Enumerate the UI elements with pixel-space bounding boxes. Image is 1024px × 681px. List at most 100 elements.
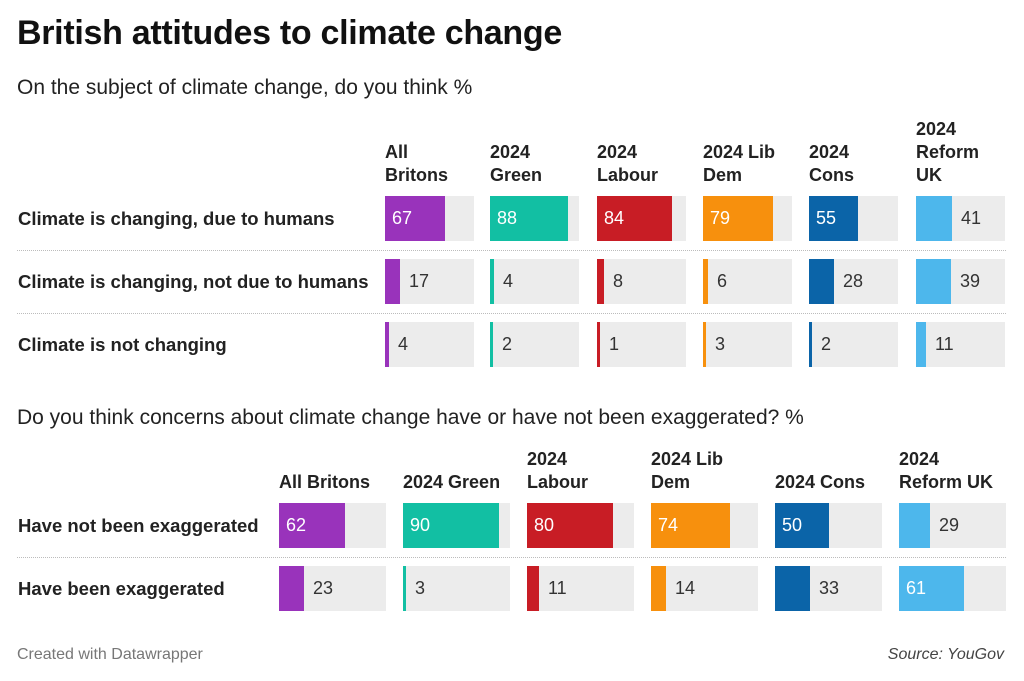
data-label: 6	[717, 271, 728, 291]
bar-track: 55	[809, 196, 898, 241]
row-label-have-been-exaggerated: Have been exaggerated	[18, 577, 225, 599]
bar-track: 11	[916, 322, 1005, 367]
bar-track: 3	[403, 566, 510, 611]
bar-2024-labour-climate-is-not-changing	[597, 322, 600, 367]
data-label: 4	[398, 334, 409, 354]
bar-2024-green-have-not-been-exaggerated	[403, 503, 499, 548]
bar-track: 29	[899, 503, 1006, 548]
bar-2024-reform-uk-climate-is-not-changing	[916, 322, 926, 367]
data-label: 88	[497, 208, 518, 228]
data-label: 62	[286, 515, 307, 535]
bar-track: 4	[385, 322, 474, 367]
bar-2024-cons-climate-is-not-changing	[809, 322, 812, 367]
data-label: 74	[658, 515, 679, 535]
bar-track: 90	[403, 503, 510, 548]
bar-track: 23	[279, 566, 386, 611]
bar-all-britons-have-not-been-exaggerated	[279, 503, 345, 548]
datawrapper-credit: Created with Datawrapper	[17, 646, 203, 663]
bar-2024-reform-uk-have-been-exaggerated	[899, 566, 964, 611]
bar-track: 4	[490, 259, 579, 304]
bar-all-britons-have-been-exaggerated	[279, 566, 304, 611]
row-divider	[17, 557, 1006, 558]
bar-2024-labour-climate-is-changing-not-due-to-humans	[597, 259, 604, 304]
bar-2024-cons-climate-is-changing-not-due-to-humans	[809, 259, 834, 304]
bar-all-britons-climate-is-changing-not-due-to-humans	[385, 259, 400, 304]
bar-2024-labour-climate-is-changing-due-to-humans	[597, 196, 672, 241]
data-label: 79	[710, 208, 731, 228]
bar-2024-reform-uk-climate-is-changing-due-to-humans	[916, 196, 952, 241]
row-divider	[17, 250, 1006, 251]
data-label: 23	[313, 578, 334, 598]
column-header-2024-labour: 2024 Labour	[597, 142, 658, 185]
q2-subtitle: Do you think concerns about climate chan…	[17, 406, 804, 429]
data-label: 8	[613, 271, 624, 291]
source-note: Source: YouGov	[887, 646, 1004, 663]
bar-track: 1	[597, 322, 686, 367]
data-label: 17	[409, 271, 430, 291]
data-label: 33	[819, 578, 840, 598]
data-label: 28	[843, 271, 864, 291]
column-header-2024-reform-uk: 2024 Reform UK	[916, 119, 980, 185]
bar-track: 88	[490, 196, 579, 241]
bar-track: 39	[916, 259, 1005, 304]
bar-track: 80	[527, 503, 634, 548]
column-header-2024-cons: 2024 Cons	[775, 472, 866, 492]
bar-2024-green-climate-is-changing-not-due-to-humans	[490, 259, 494, 304]
bar-track: 17	[385, 259, 474, 304]
data-label: 3	[715, 334, 726, 354]
column-header-2024-cons: 2024 Cons	[809, 142, 854, 185]
data-label: 80	[534, 515, 555, 535]
bar-track: 2	[490, 322, 579, 367]
bar-2024-lib-dem-climate-is-not-changing	[703, 322, 706, 367]
bar-track: 50	[775, 503, 882, 548]
bar-2024-reform-uk-have-not-been-exaggerated	[899, 503, 930, 548]
data-label: 11	[935, 334, 954, 354]
data-label: 2	[502, 334, 513, 354]
data-label: 2	[821, 334, 832, 354]
row-divider	[17, 313, 1006, 314]
bar-2024-cons-have-been-exaggerated	[775, 566, 810, 611]
data-label: 67	[392, 208, 413, 228]
data-label: 50	[782, 515, 803, 535]
row-label-climate-is-changing-due-to-humans: Climate is changing, due to humans	[18, 207, 335, 229]
chart-title: British attitudes to climate change	[17, 14, 562, 52]
bar-track: 74	[651, 503, 758, 548]
bar-track: 11	[527, 566, 634, 611]
column-header-2024-labour: 2024 Labour	[527, 449, 588, 492]
bar-track: 61	[899, 566, 1006, 611]
data-label: 11	[548, 578, 567, 598]
bar-2024-lib-dem-climate-is-changing-due-to-humans	[703, 196, 773, 241]
row-label-have-not-been-exaggerated: Have not been exaggerated	[18, 514, 259, 536]
data-label: 55	[816, 208, 837, 228]
bar-track: 8	[597, 259, 686, 304]
data-label: 41	[961, 208, 982, 228]
bar-2024-lib-dem-have-been-exaggerated	[651, 566, 666, 611]
bar-track: 41	[916, 196, 1005, 241]
data-label: 4	[503, 271, 514, 291]
bar-2024-green-climate-is-changing-due-to-humans	[490, 196, 568, 241]
bar-2024-green-climate-is-not-changing	[490, 322, 493, 367]
column-header-all-britons: All Britons	[385, 142, 448, 185]
bar-track: 14	[651, 566, 758, 611]
column-header-2024-reform-uk: 2024 Reform UK	[899, 449, 994, 492]
data-label: 90	[410, 515, 431, 535]
row-label-climate-is-changing-not-due-to-humans: Climate is changing, not due to humans	[18, 270, 369, 292]
bar-2024-reform-uk-climate-is-changing-not-due-to-humans	[916, 259, 951, 304]
bar-2024-green-have-been-exaggerated	[403, 566, 406, 611]
bar-track: 67	[385, 196, 474, 241]
row-label-climate-is-not-changing: Climate is not changing	[18, 333, 227, 355]
data-label: 84	[604, 208, 625, 228]
bar-track: 79	[703, 196, 792, 241]
column-header-2024-lib-dem: 2024 Lib Dem	[651, 449, 724, 492]
data-label: 39	[960, 271, 981, 291]
data-label: 3	[415, 578, 426, 598]
q1-subtitle: On the subject of climate change, do you…	[17, 76, 473, 99]
bar-all-britons-climate-is-changing-due-to-humans	[385, 196, 445, 241]
bar-track: 33	[775, 566, 882, 611]
bar-track: 84	[597, 196, 686, 241]
bar-2024-cons-have-not-been-exaggerated	[775, 503, 829, 548]
column-header-all-britons: All Britons	[279, 472, 371, 492]
bar-2024-lib-dem-climate-is-changing-not-due-to-humans	[703, 259, 708, 304]
data-label: 61	[906, 578, 927, 598]
bar-track: 2	[809, 322, 898, 367]
